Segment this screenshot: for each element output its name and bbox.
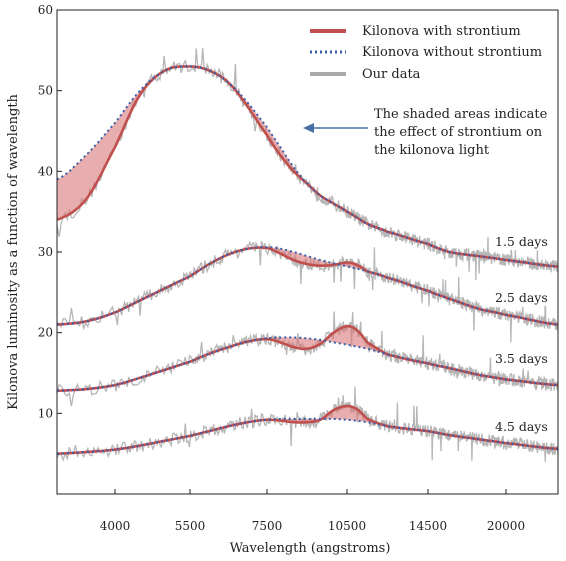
epoch-labels: 1.5 days 2.5 days 3.5 days 4.5 days [493,233,553,435]
annotation-arrow-head [303,123,314,133]
legend-label-our-data: Our data [362,67,421,82]
annotation-line-1: The shaded areas indicate [374,107,548,122]
x-axis-ticks: 4000 5500 7500 10500 14500 20000 [100,489,525,533]
y-tick-label: 10 [38,406,53,420]
x-tick-label: 20000 [487,519,525,533]
x-tick-label: 4000 [100,519,131,533]
epoch-label-bg [493,350,553,367]
x-tick-label: 14500 [409,519,447,533]
x-tick-label: 5500 [175,519,206,533]
annotation-line-3: the kilonova light [374,143,490,158]
strontium-effect-area-2 [57,247,558,325]
data-layer [56,47,559,462]
data-trace-4 [56,386,559,462]
legend-label-with-strontium: Kilonova with strontium [362,24,521,39]
epoch-label-bg [493,289,553,306]
without-strontium-line-4 [56,417,558,455]
epoch-group-1 [56,47,559,281]
without-strontium-line-3 [56,336,559,392]
legend-label-without-strontium: Kilonova without strontium [362,45,542,60]
y-axis-title: Kilonova luminosity as a function of wav… [6,93,21,409]
y-tick-label: 20 [38,326,53,340]
epoch-label-bg [493,418,553,435]
annotation-line-2: the effect of strontium on [374,125,543,140]
legend: Kilonova with strontium Kilonova without… [298,16,554,90]
y-tick-label: 30 [38,245,53,259]
without-strontium-line-2 [56,246,559,326]
epoch-label-bg [493,233,553,250]
x-tick-label: 7500 [252,519,283,533]
y-tick-label: 50 [38,84,53,98]
data-trace-3 [56,311,559,407]
epoch-label-1: 1.5 days [495,234,548,249]
with-strontium-line-1 [56,65,558,268]
x-tick-label: 10500 [328,519,366,533]
y-tick-label: 40 [38,164,53,178]
epoch-group-2 [56,240,559,343]
epoch-label-3: 3.5 days [495,351,548,366]
x-axis-title: Wavelength (angstroms) [230,541,391,556]
strontium-effect-area-1 [57,66,558,267]
strontium-effect-area-3 [57,326,558,391]
without-strontium-line-1 [56,65,558,268]
epoch-label-2: 2.5 days [495,290,548,305]
epoch-label-4: 4.5 days [495,419,548,434]
y-tick-label: 60 [38,3,53,17]
annotation-background [370,100,556,162]
annotation: The shaded areas indicate the effect of … [303,100,556,162]
epoch-group-4 [56,386,559,462]
y-axis-ticks: 10 20 30 40 50 60 [38,3,62,420]
epoch-group-3 [56,311,559,407]
